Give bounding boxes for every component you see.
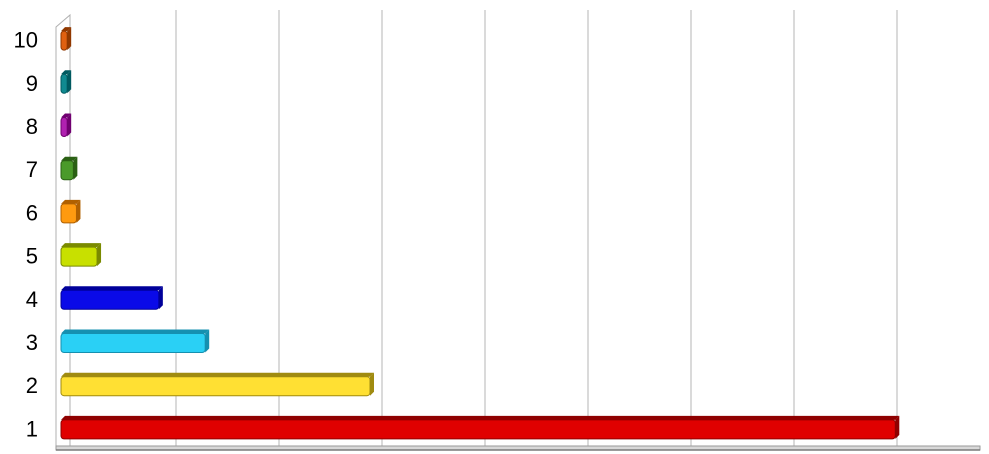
bar-front-face	[60, 117, 68, 137]
bar-side-face	[76, 199, 81, 223]
category-label-8: 8	[26, 114, 38, 139]
category-label-6: 6	[26, 200, 38, 225]
bar-4	[60, 286, 163, 310]
bar-side-face	[67, 70, 72, 94]
bar-9	[60, 70, 72, 94]
bar-7	[60, 156, 78, 181]
bar-side-face	[205, 329, 210, 353]
bar-3	[60, 329, 210, 353]
bar-side-face	[67, 113, 72, 137]
bar-top-face	[61, 415, 900, 420]
bar-top-face	[61, 156, 78, 161]
gridlines	[175, 10, 898, 449]
bar-front-face	[60, 376, 371, 397]
category-label-7: 7	[26, 157, 38, 182]
category-label-4: 4	[26, 287, 38, 312]
bar-side-face	[97, 243, 102, 267]
bar-top-face	[61, 27, 72, 32]
bar-side-face	[73, 156, 78, 180]
bar-10	[60, 27, 72, 51]
bars	[60, 27, 900, 440]
bar-side-face	[895, 415, 900, 439]
bar-front-face	[60, 30, 68, 51]
bar-side-face	[67, 27, 72, 51]
bar-front-face	[60, 333, 206, 353]
category-label-2: 2	[26, 373, 38, 398]
bar-8	[60, 113, 72, 137]
bar-front-face	[60, 419, 896, 440]
bar-1	[60, 415, 900, 440]
bar-top-face	[61, 286, 163, 291]
bar-front-face	[60, 203, 77, 224]
category-label-10: 10	[14, 28, 38, 53]
bar-2	[60, 372, 374, 397]
category-labels: 1 2 3 4 5 6 7 8 9 10	[14, 28, 38, 442]
bar-top-face	[61, 372, 374, 377]
bar-front-face	[60, 289, 160, 310]
category-label-3: 3	[26, 330, 38, 355]
bar-side-face	[158, 286, 163, 310]
bar-front-face	[60, 246, 98, 267]
category-label-5: 5	[26, 244, 38, 269]
bar-top-face	[61, 243, 102, 248]
bar-5	[60, 243, 102, 267]
category-label-1: 1	[26, 416, 38, 441]
bar-front-face	[60, 73, 68, 94]
bar-front-face	[60, 160, 74, 181]
bar-6	[60, 199, 81, 224]
bar-side-face	[370, 372, 374, 396]
bar-top-face	[61, 113, 72, 118]
bar-top-face	[61, 199, 81, 204]
bar-top-face	[61, 70, 72, 75]
bar-top-face	[61, 329, 210, 334]
category-label-9: 9	[26, 71, 38, 96]
